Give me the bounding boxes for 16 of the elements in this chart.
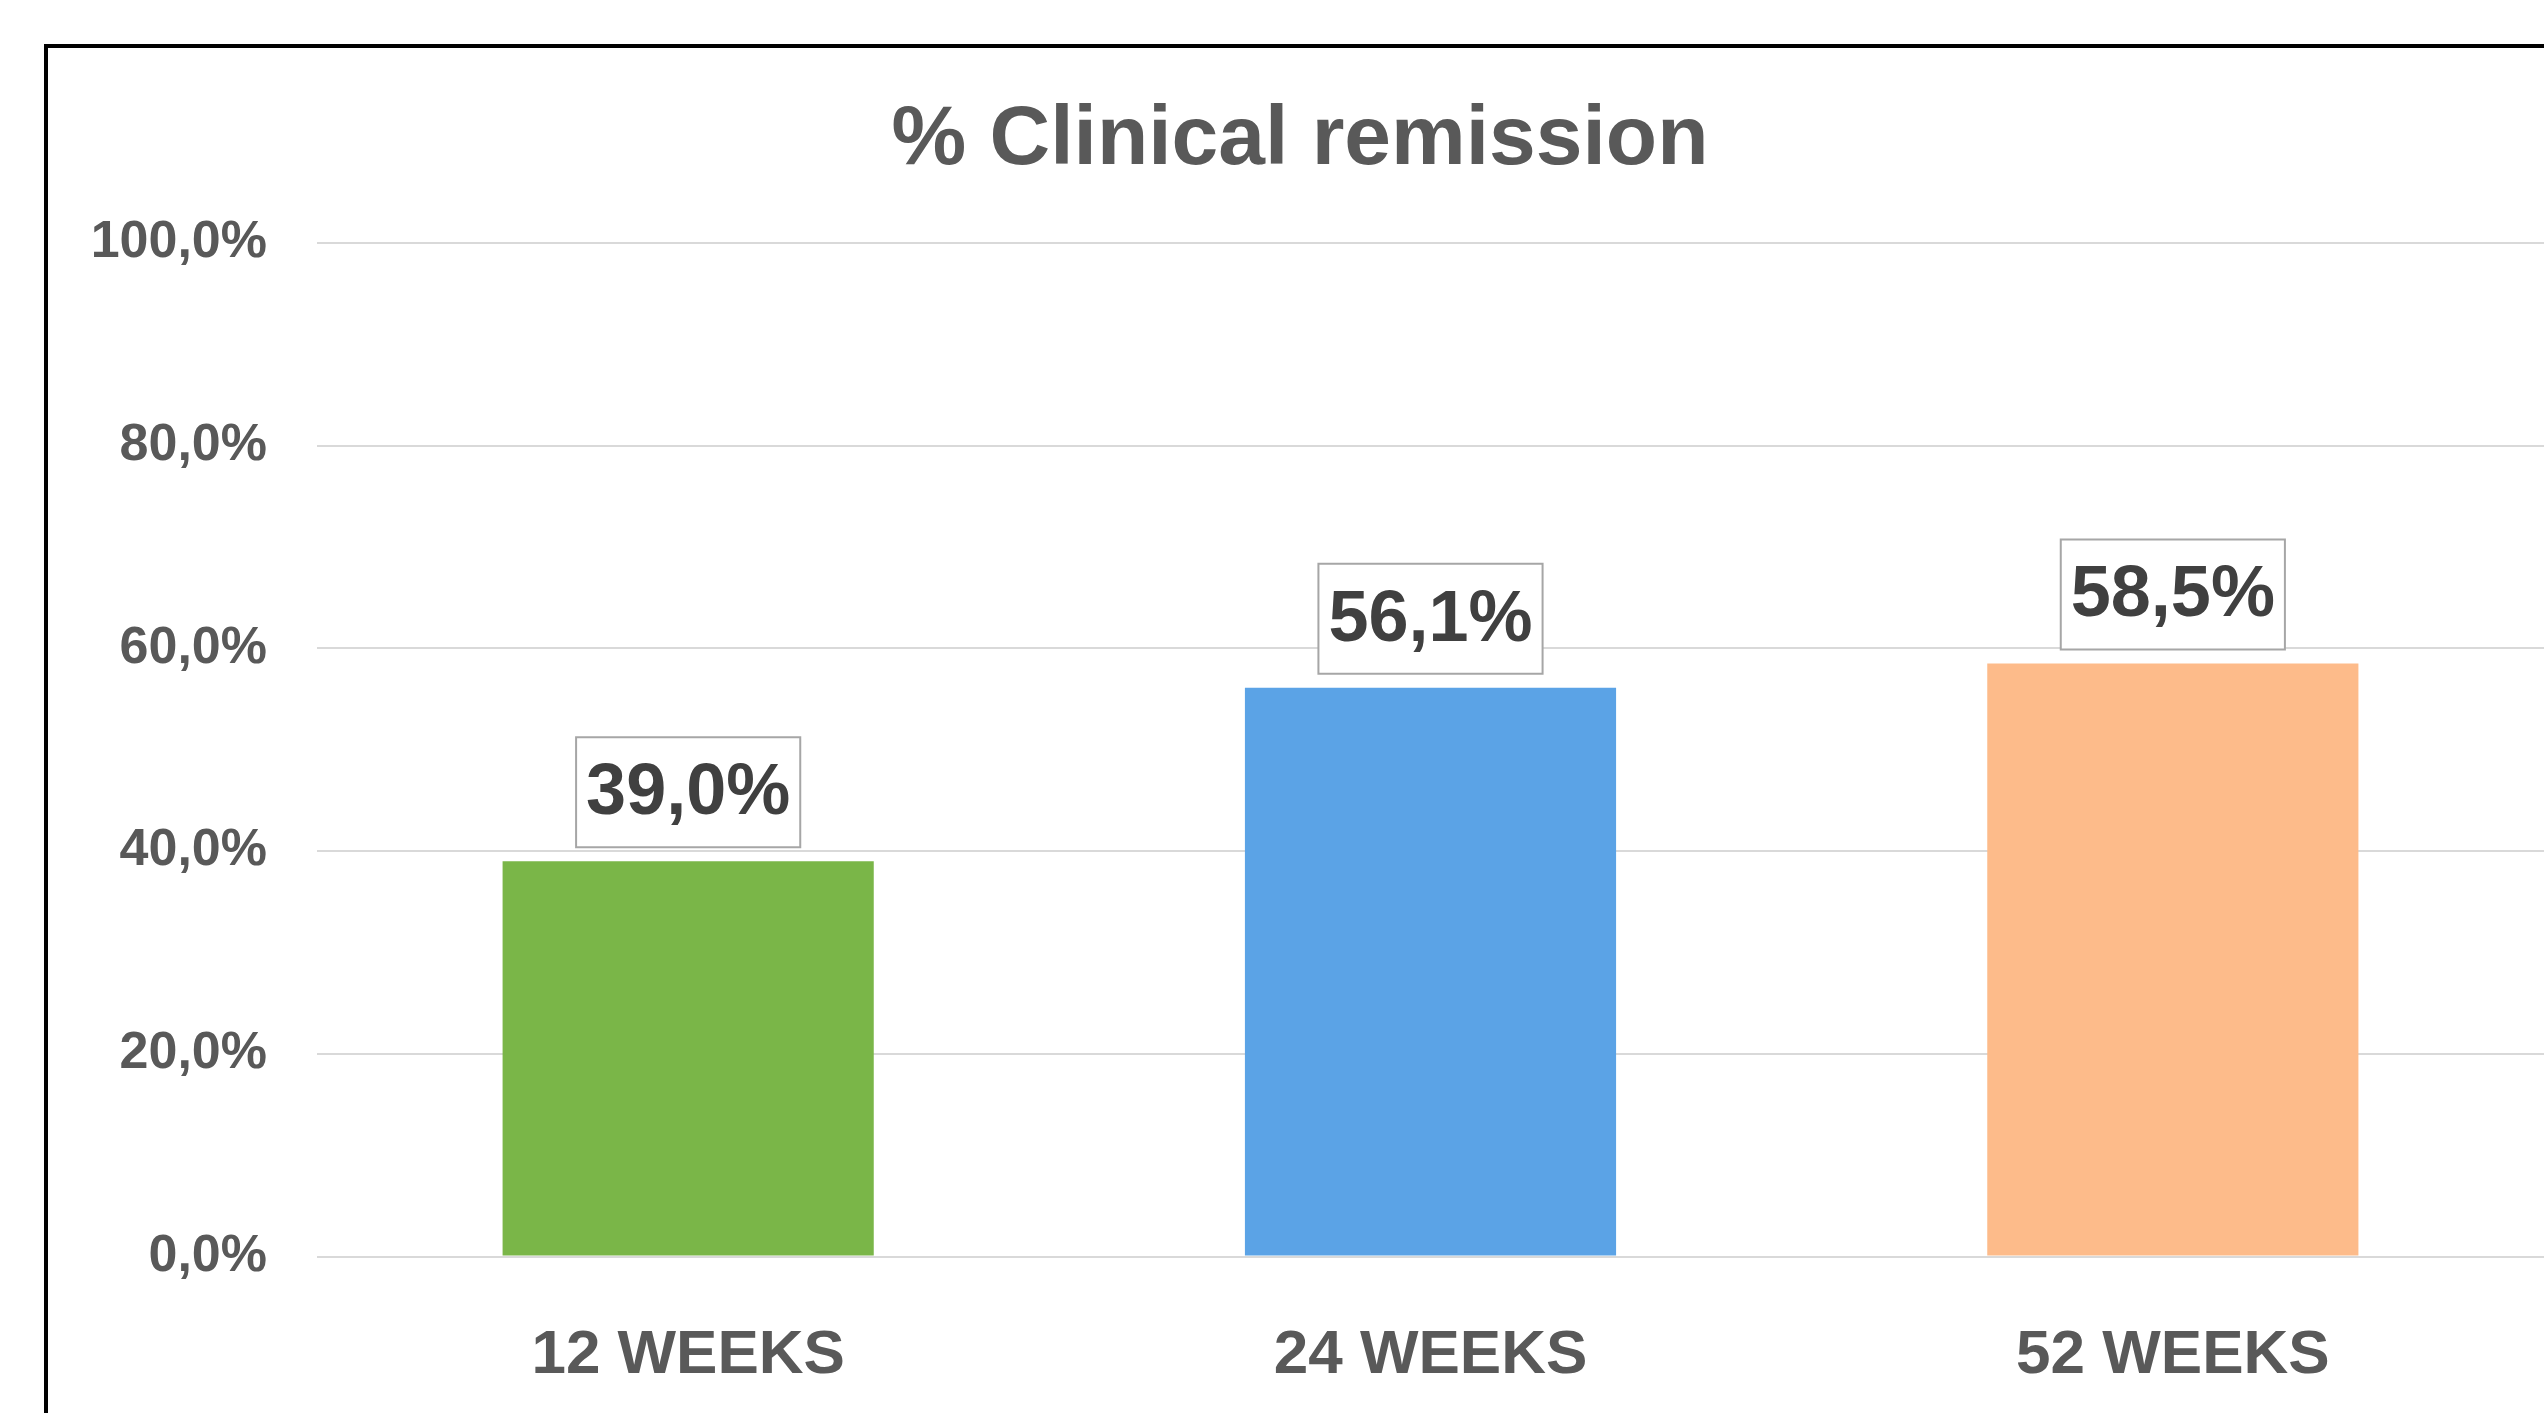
y-tick-label: 100,0% bbox=[90, 210, 267, 269]
x-tick-label: 52 WEEKS bbox=[2016, 1316, 2330, 1386]
bar bbox=[502, 861, 874, 1256]
data-label: 39,0% bbox=[586, 749, 791, 830]
y-tick-label: 40,0% bbox=[119, 818, 267, 877]
data-label: 56,1% bbox=[1328, 575, 1533, 656]
y-tick-label: 80,0% bbox=[119, 412, 267, 471]
y-tick-label: 20,0% bbox=[119, 1021, 267, 1080]
y-tick-label: 60,0% bbox=[119, 615, 267, 674]
y-tick-label: 0,0% bbox=[148, 1223, 267, 1282]
bar bbox=[1244, 687, 1617, 1256]
bar bbox=[1987, 663, 2359, 1256]
data-label: 58,5% bbox=[2070, 551, 2275, 632]
x-tick-label: 12 WEEKS bbox=[531, 1316, 845, 1386]
chart-title: % Clinical remission bbox=[891, 87, 1709, 182]
x-tick-label: 24 WEEKS bbox=[1273, 1316, 1588, 1386]
